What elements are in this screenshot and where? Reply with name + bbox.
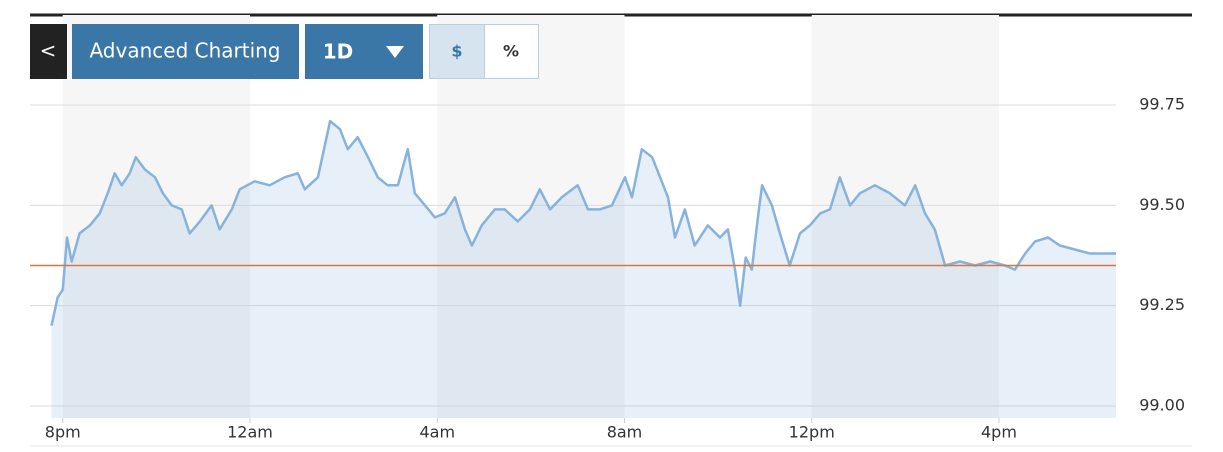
x-tick-label: 8pm [45,423,81,442]
percent-label: % [503,42,519,61]
x-tick-label: 12am [227,423,273,442]
advanced-charting-label: Advanced Charting [89,39,280,63]
time-band [811,15,999,418]
x-tick-label: 4pm [981,423,1017,442]
advanced-charting-button[interactable] [72,24,299,79]
range-dropdown[interactable] [305,24,423,79]
range-label: 1D [323,40,354,64]
x-tick-label: 12pm [789,423,835,442]
y-tick-label: 99.00 [1139,395,1185,414]
y-tick-label: 99.75 [1139,95,1185,114]
time-band [437,15,625,418]
x-tick-label: 4am [419,423,455,442]
time-band [62,15,251,418]
back-label: < [40,39,57,63]
y-tick-label: 99.50 [1139,195,1185,214]
price-line [50,119,1116,326]
dollar-label: $ [451,42,462,61]
y-tick-label: 99.25 [1139,295,1185,314]
x-tick-label: 8am [607,423,643,442]
dropdown-arrow [386,46,404,58]
back-button[interactable] [30,24,67,79]
dollar-button[interactable] [429,24,485,79]
area [51,121,1116,418]
percent-button[interactable] [484,24,539,79]
